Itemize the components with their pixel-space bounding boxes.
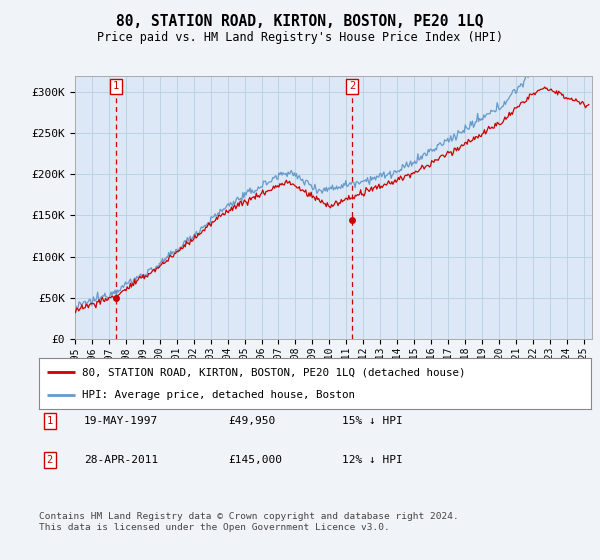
- Text: 2: 2: [349, 81, 355, 91]
- Text: £49,950: £49,950: [228, 416, 275, 426]
- Text: Contains HM Land Registry data © Crown copyright and database right 2024.
This d: Contains HM Land Registry data © Crown c…: [39, 512, 459, 532]
- Text: 2: 2: [47, 455, 53, 465]
- Text: 80, STATION ROAD, KIRTON, BOSTON, PE20 1LQ (detached house): 80, STATION ROAD, KIRTON, BOSTON, PE20 1…: [82, 367, 466, 377]
- Text: HPI: Average price, detached house, Boston: HPI: Average price, detached house, Bost…: [82, 390, 355, 400]
- Text: 15% ↓ HPI: 15% ↓ HPI: [342, 416, 403, 426]
- Text: 80, STATION ROAD, KIRTON, BOSTON, PE20 1LQ: 80, STATION ROAD, KIRTON, BOSTON, PE20 1…: [116, 14, 484, 29]
- Text: 28-APR-2011: 28-APR-2011: [84, 455, 158, 465]
- Text: Price paid vs. HM Land Registry's House Price Index (HPI): Price paid vs. HM Land Registry's House …: [97, 31, 503, 44]
- Text: 19-MAY-1997: 19-MAY-1997: [84, 416, 158, 426]
- Text: £145,000: £145,000: [228, 455, 282, 465]
- Text: 1: 1: [113, 81, 119, 91]
- Text: 1: 1: [47, 416, 53, 426]
- Text: 12% ↓ HPI: 12% ↓ HPI: [342, 455, 403, 465]
